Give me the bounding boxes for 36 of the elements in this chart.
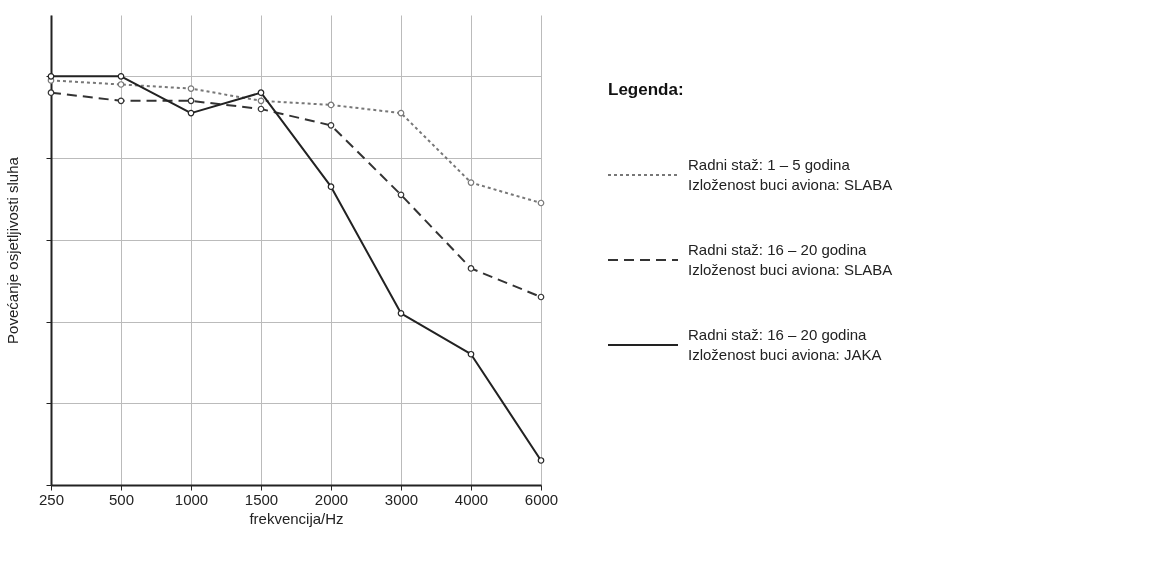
point bbox=[257, 97, 265, 105]
legend-label: Radni staž: 16 – 20 godina Izloženost buci aviona: JAKA bbox=[688, 326, 882, 363]
point bbox=[187, 109, 195, 117]
point bbox=[187, 85, 195, 92]
x-axis-title: frekvencija/Hz bbox=[249, 509, 344, 527]
point bbox=[117, 81, 125, 88]
point bbox=[467, 265, 475, 272]
point bbox=[537, 457, 545, 464]
legend-label: Radni staž: 1 – 5 godina Izloženost buci aviona: SLABA bbox=[688, 156, 893, 193]
point bbox=[397, 109, 405, 117]
point bbox=[327, 101, 335, 109]
x-tick-label: 6000 bbox=[524, 490, 559, 508]
x-tick-label: 3000 bbox=[384, 490, 419, 508]
y-axis-title: Povećanje osjetljivosti sluha bbox=[4, 156, 21, 344]
x-tick-label: 1000 bbox=[174, 490, 209, 508]
point bbox=[117, 97, 125, 105]
x-tick-label: 250 bbox=[38, 490, 65, 508]
legend-label: Radni staž: 16 – 20 godina Izloženost buci aviona: SLABA bbox=[688, 241, 893, 278]
point bbox=[47, 89, 55, 96]
point bbox=[467, 179, 475, 186]
point bbox=[327, 122, 335, 129]
x-tick-label: 2000 bbox=[314, 490, 349, 508]
point bbox=[537, 293, 545, 301]
point bbox=[257, 105, 265, 113]
point bbox=[397, 310, 405, 317]
point bbox=[537, 199, 545, 207]
x-tick-label: 500 bbox=[108, 490, 135, 508]
x-tick-label: 4000 bbox=[454, 490, 489, 508]
point bbox=[187, 97, 195, 105]
x-tick-label: 1500 bbox=[244, 490, 279, 508]
point bbox=[327, 183, 335, 190]
point bbox=[257, 89, 265, 96]
point bbox=[397, 191, 405, 199]
legend-title: Legenda: bbox=[608, 80, 684, 99]
point bbox=[117, 72, 125, 80]
point bbox=[467, 350, 475, 358]
